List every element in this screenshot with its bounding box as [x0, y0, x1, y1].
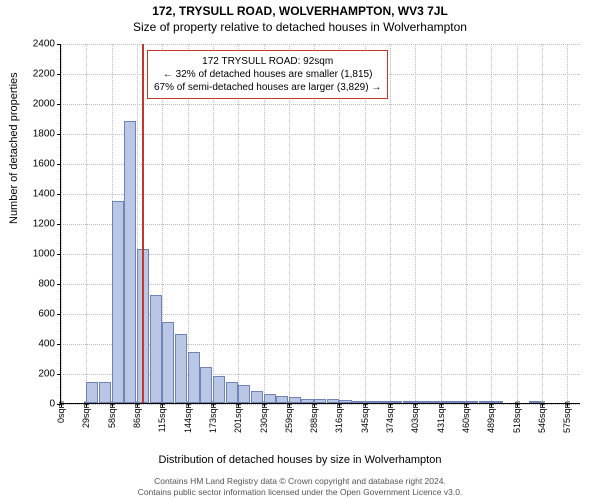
histogram-bar [453, 401, 465, 403]
footer-line2: Contains public sector information licen… [0, 487, 600, 498]
ytick-label: 1800 [19, 129, 55, 140]
gridline-v [491, 44, 492, 403]
gridline-h [61, 224, 580, 225]
histogram-bar [479, 401, 491, 403]
gridline-v [415, 44, 416, 403]
annotation-line1: 172 TRYSULL ROAD: 92sqm [154, 55, 381, 68]
ytick-label: 1000 [19, 249, 55, 260]
annotation-box: 172 TRYSULL ROAD: 92sqm ← 32% of detache… [147, 50, 388, 99]
xtick-label: 115sqm [157, 401, 167, 432]
ytick-label: 600 [19, 309, 55, 320]
annotation-line3: 67% of semi-detached houses are larger (… [154, 81, 381, 94]
xtick-label: 173sqm [208, 401, 218, 433]
plot-area: 0200400600800100012001400160018002000220… [60, 44, 580, 404]
xtick-label: 288sqm [309, 401, 319, 433]
histogram-bar [428, 401, 440, 403]
gridline-h [61, 194, 580, 195]
x-axis-label: Distribution of detached houses by size … [0, 454, 600, 466]
gridline-h [61, 44, 580, 45]
xtick-label: 546sqm [537, 401, 547, 433]
histogram-bar [112, 201, 124, 404]
xtick-label: 575sqm [562, 401, 572, 433]
histogram-bar [124, 121, 136, 403]
gridline-h [61, 104, 580, 105]
ytick-label: 1600 [19, 159, 55, 170]
ytick-label: 2000 [19, 99, 55, 110]
xtick-label: 316sqm [334, 401, 344, 433]
xtick-label: 29sqm [81, 401, 91, 428]
histogram-bar [415, 401, 427, 403]
histogram-bar [213, 376, 225, 403]
xtick-label: 374sqm [385, 401, 395, 433]
xtick-label: 518sqm [512, 401, 522, 433]
gridline-h [61, 134, 580, 135]
xtick-label: 431sqm [436, 401, 446, 433]
gridline-v [86, 44, 87, 403]
xtick-label: 489sqm [486, 401, 496, 433]
xtick-label: 58sqm [107, 401, 117, 428]
ytick-label: 800 [19, 279, 55, 290]
histogram-bar [162, 322, 174, 403]
ytick-label: 400 [19, 339, 55, 350]
ytick-label: 2400 [19, 39, 55, 50]
footer: Contains HM Land Registry data © Crown c… [0, 476, 600, 498]
chart-title-line2: Size of property relative to detached ho… [0, 20, 600, 34]
xtick-label: 230sqm [259, 401, 269, 433]
chart-container: 172, TRYSULL ROAD, WOLVERHAMPTON, WV3 7J… [0, 0, 600, 500]
gridline-v [542, 44, 543, 403]
xtick-label: 144sqm [183, 401, 193, 433]
reference-line [142, 44, 144, 403]
xtick-label: 86sqm [132, 401, 142, 428]
ytick-label: 2200 [19, 69, 55, 80]
ytick-label: 1400 [19, 189, 55, 200]
histogram-bar [150, 295, 162, 403]
gridline-v [567, 44, 568, 403]
histogram-bar [441, 401, 453, 403]
histogram-bar [264, 394, 276, 403]
gridline-v [390, 44, 391, 403]
ytick-label: 200 [19, 369, 55, 380]
xtick-label: 201sqm [233, 401, 243, 433]
xtick-label: 0sqm [56, 401, 66, 423]
histogram-bar [289, 397, 301, 403]
gridline-h [61, 164, 580, 165]
histogram-bar [175, 334, 187, 403]
histogram-bar [314, 399, 326, 403]
gridline-v [466, 44, 467, 403]
histogram-bar [276, 396, 288, 404]
histogram-bar [466, 401, 478, 403]
histogram-bar [188, 352, 200, 403]
gridline-v [517, 44, 518, 403]
annotation-line2: ← 32% of detached houses are smaller (1,… [154, 68, 381, 81]
xtick-label: 259sqm [284, 401, 294, 433]
histogram-bar [339, 400, 351, 403]
histogram-bar [377, 401, 389, 403]
xtick-label: 403sqm [410, 401, 420, 433]
histogram-bar [491, 401, 503, 403]
histogram-bar [365, 401, 377, 403]
ytick-label: 1200 [19, 219, 55, 230]
histogram-bar [529, 401, 541, 403]
histogram-bar [99, 382, 111, 403]
histogram-bar [86, 382, 98, 403]
histogram-bar [327, 399, 339, 403]
xtick-label: 460sqm [461, 401, 471, 433]
ytick-label: 0 [19, 399, 55, 410]
footer-line1: Contains HM Land Registry data © Crown c… [0, 476, 600, 487]
histogram-bar [238, 385, 250, 403]
histogram-bar [352, 401, 364, 403]
histogram-bar [301, 399, 313, 404]
histogram-bar [200, 367, 212, 403]
gridline-v [441, 44, 442, 403]
xtick-label: 345sqm [360, 401, 370, 433]
histogram-bar [390, 401, 402, 403]
chart-title-line1: 172, TRYSULL ROAD, WOLVERHAMPTON, WV3 7J… [0, 4, 600, 18]
histogram-bar [251, 391, 263, 403]
gridline-v [61, 44, 62, 403]
y-axis-label: Number of detached properties [8, 72, 20, 224]
histogram-bar [403, 401, 415, 403]
histogram-bar [226, 382, 238, 403]
